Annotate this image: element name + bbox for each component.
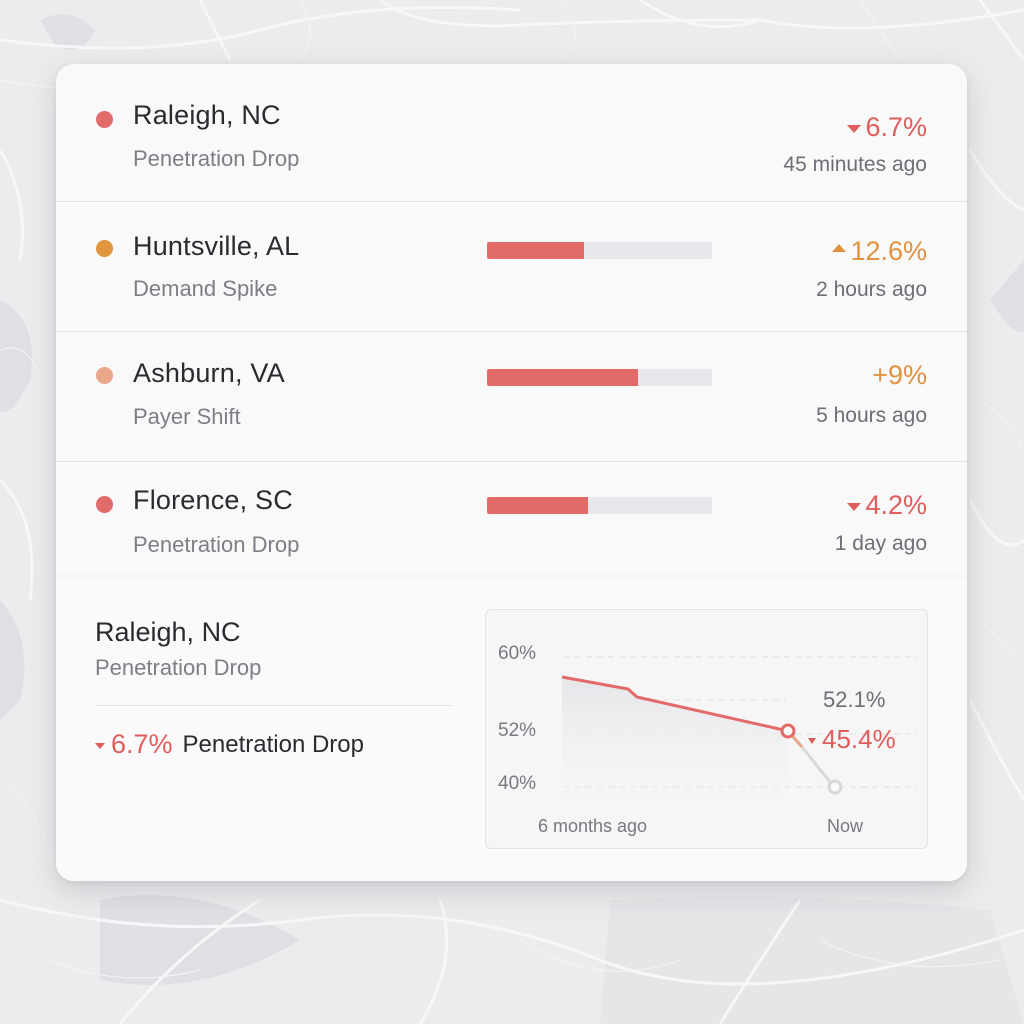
severity-bar-fill: [487, 497, 589, 514]
alert-type: Payer Shift: [133, 404, 241, 429]
alert-change-value: +9%: [872, 360, 927, 390]
y-tick-label: 52%: [498, 720, 537, 741]
severity-bar-fill: [487, 242, 584, 259]
alert-change: 12.6%: [832, 236, 927, 267]
trend-chart-plot: [561, 656, 918, 810]
alert-city: Florence, SC: [133, 485, 293, 515]
triangle-up-icon: [832, 243, 847, 252]
current-point-marker: [827, 779, 843, 795]
y-tick-label: 40%: [498, 773, 537, 794]
x-tick-label: 6 months ago: [538, 816, 648, 836]
detail-change: 6.7% Penetration Drop: [95, 729, 364, 760]
alert-time: 1 day ago: [834, 532, 927, 555]
detail-change-label: Penetration Drop: [182, 730, 364, 758]
alert-type: Demand Spike: [133, 276, 278, 301]
alert-change: 4.2%: [847, 490, 927, 521]
alert-time: 5 hours ago: [816, 404, 927, 427]
triangle-down-icon: [847, 125, 862, 133]
alert-type: Penetration Drop: [133, 532, 300, 557]
status-dot-icon: [96, 240, 113, 257]
triangle-down-icon: [808, 738, 816, 744]
alert-change-value: 12.6%: [850, 236, 927, 266]
alert-city: Huntsville, AL: [133, 231, 300, 261]
current-value-annotation: 45.4%: [808, 724, 896, 755]
alert-row-florence[interactable]: Florence, SC Penetration Drop 4.2% 1 day…: [56, 462, 967, 575]
severity-bar: [487, 369, 712, 386]
alert-change-value: 6.7%: [865, 112, 927, 142]
detail-change-value: 6.7%: [111, 729, 173, 759]
alert-time: 45 minutes ago: [783, 153, 927, 176]
triangle-down-icon: [95, 743, 105, 749]
alert-row-ashburn[interactable]: Ashburn, VA Payer Shift +9% 5 hours ago: [56, 332, 967, 462]
severity-bar: [487, 497, 712, 514]
status-dot-icon: [96, 367, 113, 384]
severity-bar: [487, 242, 712, 259]
divider: [95, 705, 453, 706]
alert-change: 6.7%: [847, 112, 927, 143]
alert-city: Ashburn, VA: [133, 358, 285, 388]
status-dot-icon: [96, 496, 113, 513]
triangle-down-icon: [847, 503, 862, 511]
alert-change-value: 4.2%: [865, 490, 927, 520]
alert-time: 2 hours ago: [816, 278, 927, 301]
alert-row-huntsville[interactable]: Huntsville, AL Demand Spike 12.6% 2 hour…: [56, 202, 967, 332]
previous-point-marker: [780, 723, 796, 739]
alert-type: Penetration Drop: [133, 146, 300, 171]
x-tick-label: Now: [827, 816, 864, 836]
alert-row-raleigh[interactable]: Raleigh, NC Penetration Drop 6.7% 45 min…: [56, 64, 967, 202]
status-dot-icon: [96, 111, 113, 128]
trend-chart: 60% 52% 40% 6 months ago Now 52.1% 45.4%: [485, 609, 928, 849]
alert-detail-panel: Raleigh, NC Penetration Drop 6.7% Penetr…: [56, 575, 967, 881]
previous-value-annotation: 52.1%: [823, 687, 886, 712]
severity-bar-fill: [487, 369, 638, 386]
alert-city: Raleigh, NC: [133, 100, 281, 130]
alerts-card: Raleigh, NC Penetration Drop 6.7% 45 min…: [56, 64, 967, 881]
alert-change: +9%: [872, 360, 927, 391]
detail-type: Penetration Drop: [95, 655, 262, 680]
detail-city: Raleigh, NC: [95, 617, 241, 647]
y-tick-label: 60%: [498, 643, 537, 664]
current-value: 45.4%: [822, 724, 896, 754]
